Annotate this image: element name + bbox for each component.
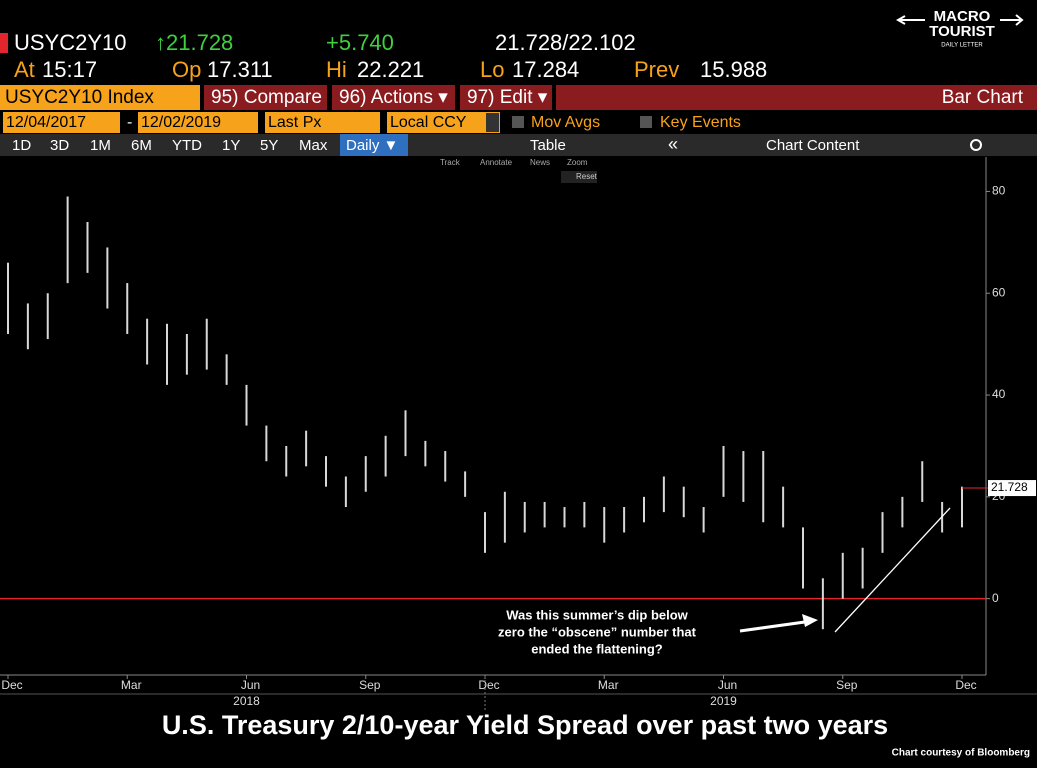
stat-value: 17.284	[512, 57, 579, 82]
currency-box[interactable]	[387, 112, 500, 133]
actions-menu[interactable]: 96) Actions ▾	[339, 87, 448, 108]
table-button[interactable]: Table	[530, 137, 566, 154]
last-value-box	[988, 480, 1036, 497]
field[interactable]: Last Px	[268, 114, 321, 131]
period-button[interactable]: 1D	[12, 137, 31, 154]
mov-avgs[interactable]: Mov Avgs	[531, 114, 600, 131]
tab[interactable]	[332, 85, 455, 110]
chart-content[interactable]: Chart Content	[766, 137, 860, 154]
y-tick-label: 0	[992, 591, 999, 605]
stat-value: 22.221	[357, 57, 424, 82]
security-box[interactable]	[0, 85, 200, 110]
logo-arrows	[895, 14, 1024, 26]
start-date[interactable]: 12/04/2017	[6, 114, 86, 131]
period-button[interactable]: 5Y	[260, 137, 278, 154]
stat-label: Op	[172, 57, 201, 82]
year-label: 2018	[233, 694, 260, 708]
frequency-box[interactable]	[340, 134, 408, 156]
field-box[interactable]	[265, 112, 380, 133]
period-button[interactable]: YTD	[172, 137, 202, 154]
net-change: +5.740	[326, 30, 394, 55]
stat-label: Prev	[634, 57, 679, 82]
x-tick-label: Jun	[718, 678, 737, 692]
annotation-arrow	[739, 619, 813, 633]
source: Chart courtesy of Bloomberg	[892, 748, 1030, 759]
ticker: USYC2Y10	[14, 30, 127, 55]
annotation: Was this summer’s dip below	[506, 607, 688, 622]
stat-label: Lo	[480, 57, 504, 82]
stat-value: 15:17	[42, 57, 97, 82]
chart-kind: Bar Chart	[942, 87, 1024, 108]
key-events[interactable]: Key Events	[660, 114, 741, 131]
annotation: zero the “obscene” number that	[498, 624, 697, 639]
x-tick-label: Sep	[359, 678, 381, 692]
period-button[interactable]: 1M	[90, 137, 111, 154]
stat-label: At	[14, 57, 35, 82]
settings-icon[interactable]	[970, 139, 982, 151]
period-button[interactable]: Max	[299, 137, 328, 154]
bid-ask: 21.728/22.102	[495, 30, 636, 55]
currency[interactable]: Local CCY	[390, 114, 467, 131]
edit-menu[interactable]: 97) Edit ▾	[467, 87, 548, 108]
dropdown[interactable]	[486, 113, 499, 132]
x-tick-label: Dec	[478, 678, 499, 692]
y-tick-label: 80	[992, 184, 1006, 198]
logo-line: MACRO	[934, 8, 991, 25]
x-tick-label: Jun	[241, 678, 260, 692]
tab[interactable]	[204, 85, 327, 110]
chart-tool[interactable]: Track	[440, 158, 461, 167]
reset-box[interactable]	[561, 171, 597, 183]
period-button[interactable]: 6M	[131, 137, 152, 154]
chart-tool[interactable]: Zoom	[567, 158, 588, 167]
trend-line	[834, 507, 951, 633]
stat-label: Hi	[326, 57, 347, 82]
period-button[interactable]: 3D	[50, 137, 69, 154]
tab	[556, 85, 1037, 110]
tab[interactable]	[460, 85, 552, 110]
y-tick-label: 40	[992, 387, 1006, 401]
last-price: ↑21.728	[155, 30, 233, 55]
compare-menu[interactable]: 95) Compare	[211, 87, 322, 108]
date-separator: -	[127, 114, 132, 131]
start-date-box[interactable]	[3, 112, 120, 133]
period-button[interactable]: 1Y	[222, 137, 240, 154]
status-flag	[0, 33, 8, 53]
x-tick-label: Dec	[1, 678, 22, 692]
reset[interactable]: Reset	[576, 172, 598, 181]
logo-line: TOURIST	[929, 23, 995, 40]
chart-tool[interactable]: News	[530, 158, 550, 167]
year-label: 2019	[710, 694, 737, 708]
annotation-arrowhead	[802, 614, 818, 627]
end-date[interactable]: 12/02/2019	[141, 114, 221, 131]
chart-tool[interactable]: Annotate	[480, 158, 513, 167]
period-bar	[0, 134, 1037, 156]
collapse[interactable]: «	[668, 134, 678, 154]
x-tick-label: Mar	[598, 678, 619, 692]
security[interactable]: USYC2Y10 Index	[5, 87, 154, 108]
checkbox[interactable]	[640, 116, 652, 128]
checkbox[interactable]	[512, 116, 524, 128]
x-tick-label: Mar	[121, 678, 142, 692]
x-tick-label: Dec	[955, 678, 976, 692]
frequency[interactable]: Daily ▼	[346, 137, 398, 154]
x-tick-label: Sep	[836, 678, 858, 692]
stat-value: 17.311	[207, 57, 273, 82]
stat-value: 15.988	[700, 57, 767, 82]
chart-title: U.S. Treasury 2/10-year Yield Spread ove…	[162, 710, 888, 740]
annotation: ended the flattening?	[531, 641, 663, 656]
logo-line: DAILY LETTER	[941, 43, 983, 49]
last-value-label: 21.728	[991, 480, 1028, 494]
y-tick-label: 60	[992, 285, 1006, 299]
end-date-box[interactable]	[138, 112, 258, 133]
